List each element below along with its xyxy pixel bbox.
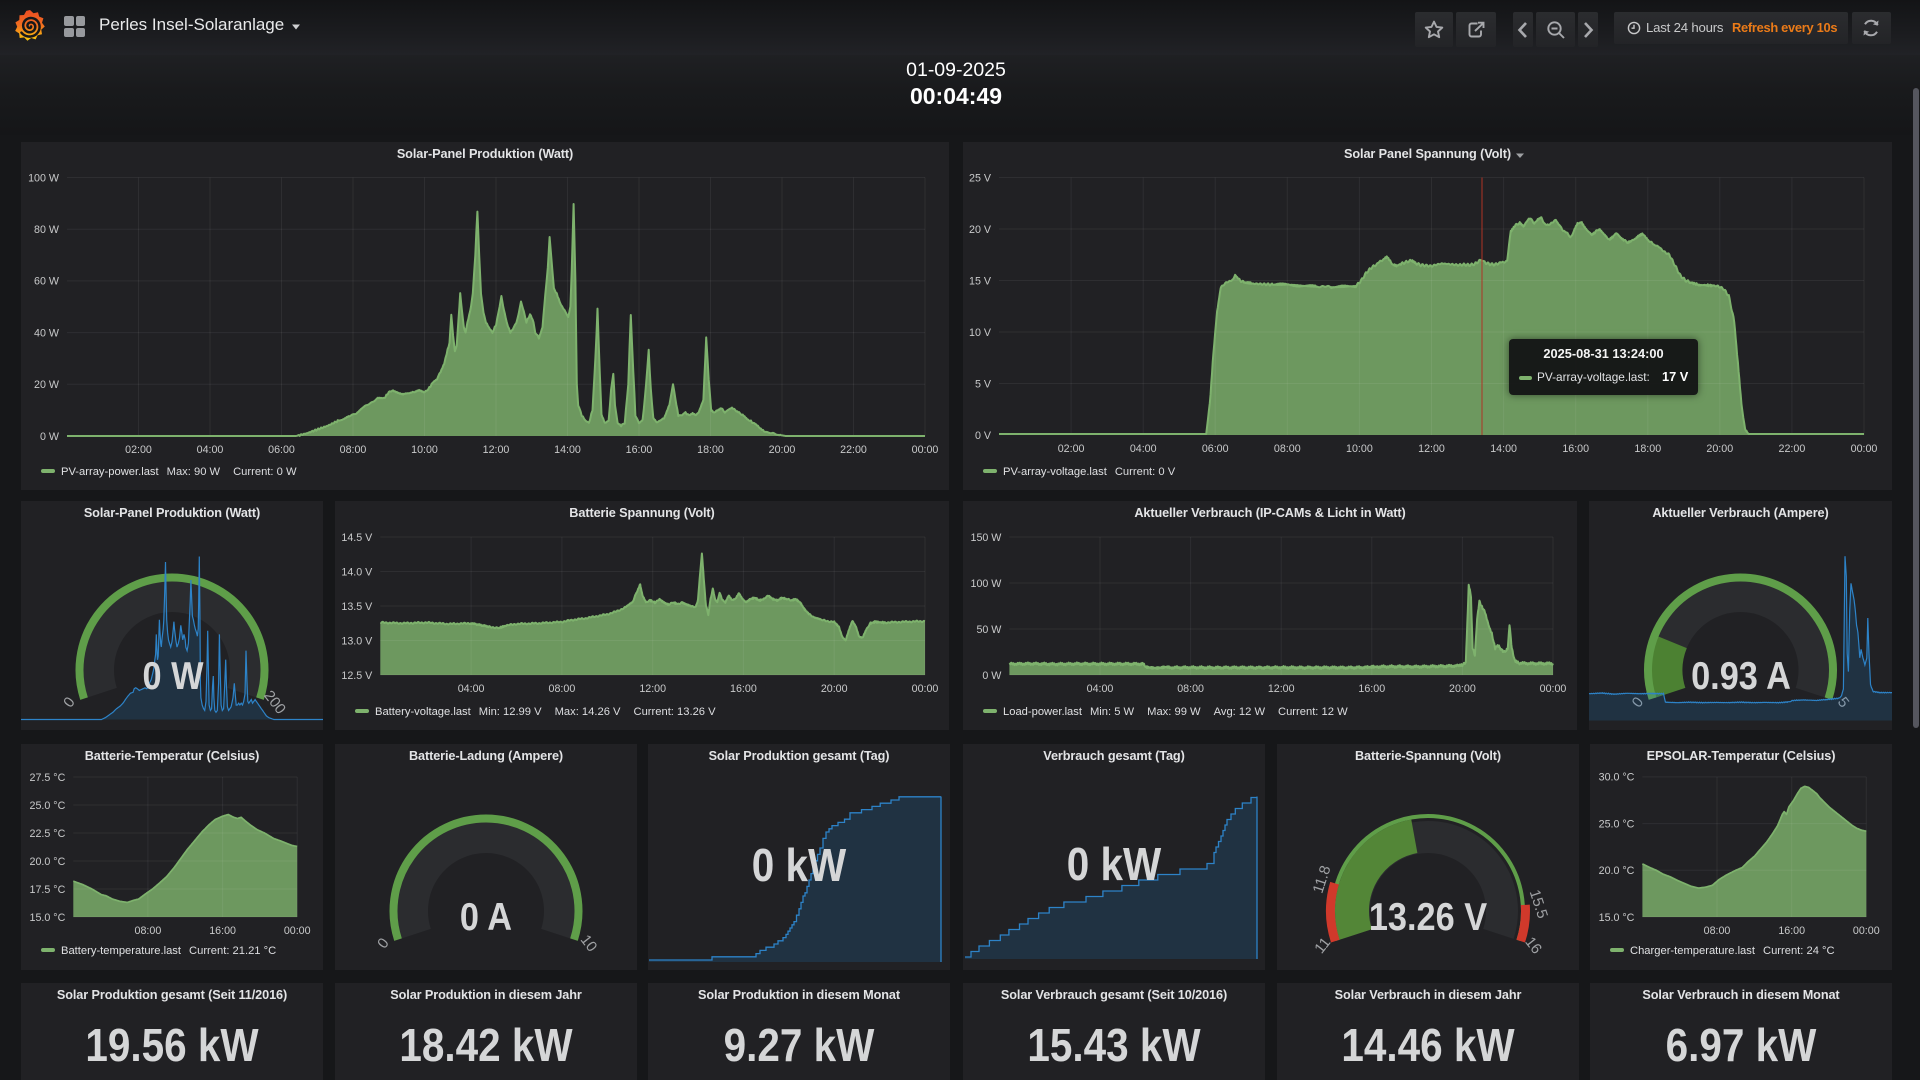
svg-text:27.5 °C: 27.5 °C <box>30 772 66 784</box>
svg-text:08:00: 08:00 <box>135 925 162 937</box>
svg-text:15 V: 15 V <box>969 275 992 287</box>
svg-text:30.0 °C: 30.0 °C <box>1599 772 1635 784</box>
svg-text:40 W: 40 W <box>34 327 60 339</box>
svg-text:04:00: 04:00 <box>197 444 224 456</box>
svg-text:00:00: 00:00 <box>912 683 939 695</box>
svg-text:06:00: 06:00 <box>1202 443 1229 455</box>
svg-text:12:00: 12:00 <box>1418 443 1445 455</box>
svg-text:10 V: 10 V <box>969 327 992 339</box>
svg-text:08:00: 08:00 <box>1704 925 1731 937</box>
svg-text:08:00: 08:00 <box>340 444 367 456</box>
svg-text:13.0 V: 13.0 V <box>341 635 373 647</box>
svg-text:00:00: 00:00 <box>1853 925 1880 937</box>
svg-text:20.0 °C: 20.0 °C <box>30 856 66 868</box>
svg-text:10:00: 10:00 <box>411 444 438 456</box>
svg-text:16:00: 16:00 <box>1562 443 1589 455</box>
svg-text:17.5 °C: 17.5 °C <box>30 884 66 896</box>
svg-text:12.5 V: 12.5 V <box>341 670 373 682</box>
svg-text:10:00: 10:00 <box>1346 443 1373 455</box>
svg-text:0: 0 <box>374 935 393 952</box>
svg-text:150 W: 150 W <box>971 532 1003 544</box>
svg-text:22:00: 22:00 <box>1779 443 1806 455</box>
svg-text:00:00: 00:00 <box>1540 683 1567 695</box>
svg-text:02:00: 02:00 <box>1058 443 1085 455</box>
svg-text:100 W: 100 W <box>971 578 1003 590</box>
svg-text:04:00: 04:00 <box>1087 683 1114 695</box>
svg-text:04:00: 04:00 <box>458 683 485 695</box>
svg-text:20:00: 20:00 <box>1706 443 1733 455</box>
svg-text:22:00: 22:00 <box>840 444 867 456</box>
svg-text:60 W: 60 W <box>34 276 60 288</box>
svg-text:16:00: 16:00 <box>730 683 757 695</box>
svg-text:12:00: 12:00 <box>1268 683 1295 695</box>
svg-text:25.0 °C: 25.0 °C <box>1599 818 1635 830</box>
svg-text:20:00: 20:00 <box>821 683 848 695</box>
svg-text:14.5 V: 14.5 V <box>341 532 373 544</box>
svg-text:100 W: 100 W <box>28 172 60 184</box>
svg-text:08:00: 08:00 <box>1177 683 1204 695</box>
svg-text:5 V: 5 V <box>975 378 992 390</box>
svg-text:20:00: 20:00 <box>769 444 796 456</box>
svg-text:80 W: 80 W <box>34 224 60 236</box>
svg-text:0 V: 0 V <box>975 430 992 442</box>
svg-text:0: 0 <box>60 694 79 711</box>
svg-text:20 V: 20 V <box>969 224 992 236</box>
svg-text:25 V: 25 V <box>969 172 992 184</box>
svg-text:12:00: 12:00 <box>639 683 666 695</box>
svg-text:14:00: 14:00 <box>1490 443 1517 455</box>
svg-text:14:00: 14:00 <box>554 444 581 456</box>
svg-text:0 W: 0 W <box>40 431 60 443</box>
svg-text:16:00: 16:00 <box>209 925 236 937</box>
svg-text:08:00: 08:00 <box>1274 443 1301 455</box>
svg-text:0 W: 0 W <box>982 670 1002 682</box>
svg-text:18:00: 18:00 <box>697 444 724 456</box>
svg-text:16: 16 <box>1521 934 1545 958</box>
svg-text:12:00: 12:00 <box>483 444 510 456</box>
svg-text:00:00: 00:00 <box>284 925 311 937</box>
svg-text:16:00: 16:00 <box>1358 683 1385 695</box>
svg-text:13.5 V: 13.5 V <box>341 601 373 613</box>
svg-text:18:00: 18:00 <box>1634 443 1661 455</box>
svg-text:20 W: 20 W <box>34 379 60 391</box>
svg-text:14.0 V: 14.0 V <box>341 566 373 578</box>
svg-text:06:00: 06:00 <box>268 444 295 456</box>
svg-text:10: 10 <box>577 932 601 956</box>
svg-text:16:00: 16:00 <box>626 444 653 456</box>
svg-text:15.0 °C: 15.0 °C <box>1599 912 1635 924</box>
svg-text:15.0 °C: 15.0 °C <box>30 912 66 924</box>
svg-text:08:00: 08:00 <box>549 683 576 695</box>
svg-text:04:00: 04:00 <box>1130 443 1157 455</box>
svg-text:25.0 °C: 25.0 °C <box>30 800 66 812</box>
svg-text:16:00: 16:00 <box>1778 925 1805 937</box>
svg-text:20.0 °C: 20.0 °C <box>1599 865 1635 877</box>
svg-text:22.5 °C: 22.5 °C <box>30 828 66 840</box>
svg-text:20:00: 20:00 <box>1449 683 1476 695</box>
svg-text:00:00: 00:00 <box>1851 443 1878 455</box>
svg-text:50 W: 50 W <box>976 624 1002 636</box>
svg-text:02:00: 02:00 <box>125 444 152 456</box>
svg-text:00:00: 00:00 <box>912 444 939 456</box>
